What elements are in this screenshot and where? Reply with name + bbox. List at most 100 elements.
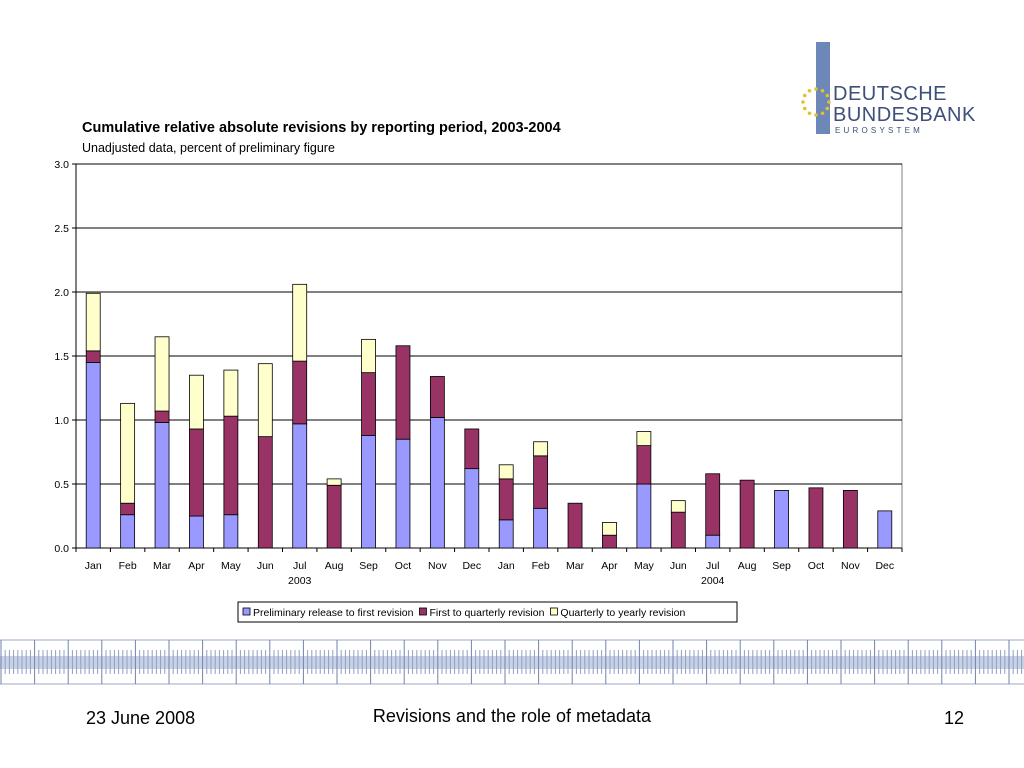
logo-star <box>802 106 807 111</box>
bar-segment-series-3 <box>636 431 652 446</box>
bar-segment-series-1 <box>395 438 411 549</box>
x-tick-label: Nov <box>841 560 860 572</box>
x-tick-label: May <box>221 560 242 572</box>
footer-title: Revisions and the role of metadata <box>372 706 652 726</box>
bar-segment-series-2 <box>326 484 342 549</box>
x-tick-label: Dec <box>462 560 481 572</box>
bar-segment-series-1 <box>223 514 239 549</box>
x-tick-label: Oct <box>395 560 411 572</box>
bar-segment-series-2 <box>670 511 686 549</box>
bar-segment-series-1 <box>85 361 101 549</box>
x-tick-label: Oct <box>808 560 824 572</box>
bar-segment-series-3 <box>533 441 549 457</box>
logo-star <box>814 113 818 117</box>
bar-segment-series-3 <box>85 292 101 352</box>
chart-subtitle: Unadjusted data, percent of preliminary … <box>82 141 335 155</box>
bar-segment-series-2 <box>395 345 411 440</box>
legend-label: First to quarterly revision <box>429 607 544 619</box>
bar-segment-series-2 <box>705 473 721 536</box>
x-tick-label: Aug <box>738 560 757 572</box>
bar-segment-series-3 <box>361 338 376 374</box>
logo-star <box>801 100 805 104</box>
x-tick-label: Aug <box>325 560 344 572</box>
bar-segment-series-1 <box>705 534 721 549</box>
logo-line3: EUROSYSTEM <box>835 126 923 135</box>
bar-segment-series-1 <box>429 417 445 549</box>
x-tick-label: Feb <box>119 560 137 572</box>
bar-segment-series-2 <box>85 350 101 363</box>
bar-segment-series-1 <box>361 434 376 549</box>
legend-box <box>237 601 738 623</box>
x-tick-label: Dec <box>875 560 894 572</box>
bar-segment-series-2 <box>498 478 514 521</box>
x-tick-label: Jul <box>293 560 306 572</box>
y-tick-label: 0.0 <box>54 543 69 555</box>
bar-segment-series-1 <box>189 515 204 549</box>
x-tick-label: Mar <box>153 560 172 572</box>
bar-segment-series-1 <box>154 422 170 549</box>
bar-segment-series-1 <box>120 514 136 549</box>
bar-segment-series-2 <box>602 534 617 549</box>
x-tick-label: Apr <box>188 560 205 572</box>
y-tick-label: 2.5 <box>54 223 69 235</box>
logo-star <box>825 93 830 98</box>
bar-segment-series-2 <box>842 489 858 549</box>
stacked-bar-chart: 0.0 0.5 1.0 1.5 2.0 2.5 3.0 Jan Feb Mar Apr May Jun J… <box>54 159 903 623</box>
legend-swatch <box>550 607 558 616</box>
bar-segment-series-2 <box>223 415 239 516</box>
bar-segment-series-3 <box>292 283 308 362</box>
bar-segment-series-2 <box>739 479 755 549</box>
logo-star <box>814 87 818 91</box>
y-tick-label: 3.0 <box>54 159 69 171</box>
y-tick-label: 1.5 <box>54 351 69 363</box>
bar-segment-series-2 <box>189 428 204 517</box>
x-tick-label: Apr <box>601 560 618 572</box>
bar-segment-series-1 <box>636 483 652 549</box>
x-tick-label: Jul <box>706 560 719 572</box>
bar-segment-series-2 <box>533 455 549 509</box>
bar-segment-series-1 <box>877 510 893 549</box>
bar-segment-series-2 <box>636 445 652 485</box>
logo-star <box>807 111 812 116</box>
footer-date: 23 June 2008 <box>86 708 196 728</box>
bar-segment-series-2 <box>257 436 273 549</box>
chart-title: Cumulative relative absolute revisions b… <box>82 120 561 136</box>
logo-line1: DEUTSCHE <box>833 83 947 105</box>
logo-star <box>820 88 825 93</box>
logo-bar <box>816 42 830 134</box>
bar-segment-series-2 <box>429 376 445 418</box>
bar-segment-series-2 <box>567 502 583 549</box>
bar-segment-series-1 <box>774 489 789 549</box>
eu-stars-icon <box>801 87 831 117</box>
page-number: 12 <box>943 708 964 728</box>
bar-segment-series-3 <box>670 500 686 513</box>
x-tick-label: Jan <box>85 560 102 572</box>
x-tick-label: Sep <box>772 560 791 572</box>
x-tick-label: Sep <box>359 560 378 572</box>
legend-label: Preliminary release to first revision <box>253 607 414 619</box>
x-tick-label: Nov <box>428 560 447 572</box>
year-label: 2004 <box>701 575 725 587</box>
deutsche-bundesbank-logo: DEUTSCHE BUNDESBANK EUROSYSTEM <box>801 42 975 135</box>
bar-segment-series-3 <box>257 363 273 438</box>
bar-segment-series-2 <box>120 502 136 516</box>
bar-segment-series-3 <box>189 374 204 430</box>
bar-segment-series-2 <box>808 487 824 549</box>
bar-segment-series-1 <box>292 423 308 549</box>
logo-star <box>820 111 825 116</box>
legend-swatch <box>242 607 251 616</box>
bar-segment-series-3 <box>326 478 342 486</box>
ruler-band <box>0 656 1024 669</box>
bar-segment-series-3 <box>120 402 136 504</box>
y-tick-label: 0.5 <box>54 479 69 491</box>
bar-segment-series-3 <box>223 369 239 417</box>
legend-swatch <box>419 607 427 616</box>
logo-star <box>825 106 830 111</box>
bar-segment-series-2 <box>361 372 376 436</box>
bar-segment-series-3 <box>602 522 617 536</box>
logo-star <box>802 93 807 98</box>
year-label: 2003 <box>288 575 312 587</box>
y-tick-label: 1.0 <box>54 415 69 427</box>
bar-segment-series-3 <box>498 464 514 480</box>
bar-segment-series-2 <box>154 410 170 423</box>
